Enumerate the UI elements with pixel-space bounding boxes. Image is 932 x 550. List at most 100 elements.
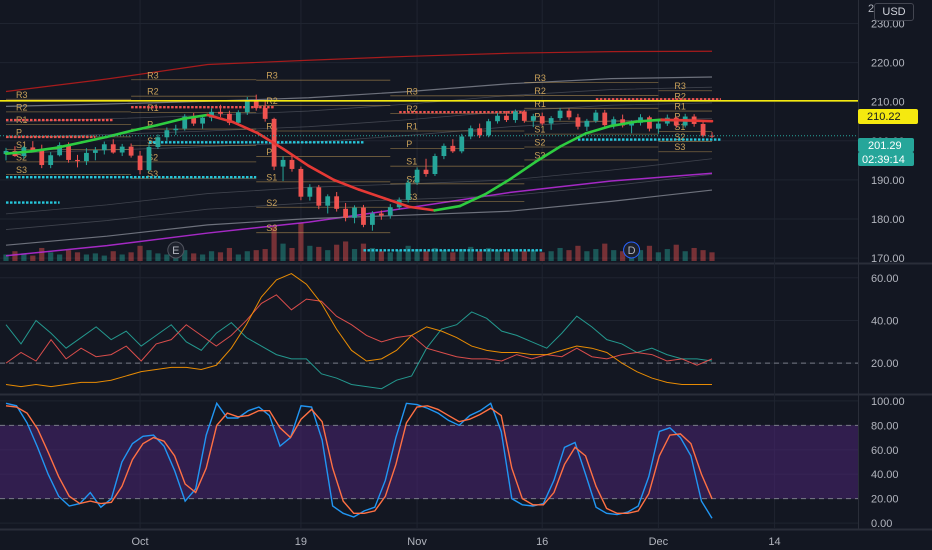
candle-body: [361, 207, 366, 225]
pivot-label: R2: [147, 87, 159, 97]
volume-bar: [584, 251, 590, 261]
volume-bar: [450, 252, 456, 261]
pivot-label: R3: [147, 70, 159, 80]
candle-body: [620, 119, 626, 126]
volume-bar: [521, 251, 527, 261]
price-y-tick-label: 180.00: [871, 214, 905, 226]
volume-bar: [217, 252, 224, 261]
price-y-tick-label: 220.00: [871, 58, 905, 70]
dmi-y-tick-label: 40.00: [871, 315, 899, 327]
x-tick-label: Dec: [649, 536, 669, 548]
candle-body: [521, 111, 527, 121]
volume-bar: [253, 250, 259, 261]
x-tick-label: Oct: [131, 536, 148, 548]
candle-body: [593, 112, 599, 121]
x-tick-label: Nov: [407, 536, 427, 548]
level-tag-bg: [858, 109, 918, 124]
candle-body: [39, 150, 45, 166]
event-marker-circle: [623, 241, 641, 259]
volume-bar: [244, 251, 250, 261]
volume-bar: [65, 250, 72, 261]
candle-body: [146, 147, 152, 171]
last-price-tag-value: 201.29: [868, 140, 902, 152]
volume-bar: [369, 247, 376, 261]
countdown-tag-value: 02:39:14: [862, 154, 905, 166]
x-tick-label: 14: [768, 536, 780, 548]
candle-body: [191, 116, 197, 124]
candle-body: [495, 115, 500, 122]
price-panel[interactable]: R3R2R1PS1S2S3R3R2R1PS1S2S3R3R2R1PS1S2S3R…: [0, 50, 858, 261]
candle-body: [164, 130, 170, 138]
volume-bar: [235, 254, 241, 261]
volume-bar: [21, 253, 27, 261]
pivot-label: S3: [16, 165, 27, 175]
stochastic-panel[interactable]: [0, 401, 858, 519]
volume-bar: [316, 246, 322, 261]
candle-body: [244, 100, 250, 113]
price-y-tick-label: 210.00: [871, 97, 905, 109]
trend-ma-segment: [382, 196, 411, 209]
volume-bar: [432, 247, 438, 261]
candle-body: [289, 159, 295, 169]
pivot-label: S1: [406, 157, 417, 167]
event-marker-label: E: [172, 245, 179, 257]
candle-body: [280, 159, 286, 167]
candle-body: [235, 112, 241, 123]
pivot-label: S1: [16, 140, 27, 150]
volume-bar: [92, 253, 98, 261]
dmi-series-line: [5, 272, 712, 388]
volume-bar: [226, 247, 233, 261]
candle-body: [66, 145, 71, 160]
volume-bar: [575, 245, 581, 261]
volume-bar: [655, 252, 661, 261]
trend-ma-segment: [635, 118, 663, 123]
axes: Oct19Nov16Dec14170.00180.00190.00200.002…: [131, 18, 904, 548]
volume-bar: [48, 252, 54, 261]
volume-bar: [351, 249, 358, 261]
candle-body: [334, 196, 340, 209]
volume-bar: [307, 245, 313, 261]
pivot-label: S2: [406, 174, 417, 184]
trend-ma-segment: [155, 117, 184, 127]
pivot-label: S2: [16, 152, 27, 162]
volume-bar: [271, 226, 277, 261]
volume-bar: [637, 250, 644, 261]
candle-body: [673, 117, 679, 126]
volume-bar: [700, 250, 706, 261]
candle-body: [137, 155, 143, 171]
volume-bar: [110, 251, 116, 261]
candle-body: [459, 136, 465, 152]
candle-body: [253, 100, 259, 108]
stoch-y-tick-label: 100.00: [871, 396, 905, 408]
pivot-label: R3: [16, 90, 28, 100]
volume-bar: [682, 251, 688, 261]
candle-body: [92, 150, 98, 153]
volume-bar: [468, 246, 474, 261]
candle-body: [548, 118, 554, 124]
pivot-label: S1: [674, 122, 685, 132]
currency-unit-badge[interactable]: USD: [874, 3, 914, 21]
pivot-label: S1: [534, 125, 545, 135]
trend-ma-segment: [357, 188, 386, 200]
stoch-y-tick-label: 20.00: [871, 494, 899, 506]
pivot-label: S3: [534, 150, 545, 160]
candle-body: [298, 168, 304, 197]
trend-ma-segment: [559, 132, 588, 148]
price-y-tick-label: 190.00: [871, 175, 905, 187]
pivot-label: S3: [674, 142, 685, 152]
countdown-tag-bg: [858, 152, 914, 166]
volume-bar: [423, 251, 429, 261]
volume-bar: [137, 245, 143, 261]
trend-ma-segment: [55, 141, 83, 150]
dmi-panel[interactable]: [0, 272, 858, 390]
volume-bar: [602, 243, 608, 261]
candle-body: [611, 119, 617, 126]
candle-body: [307, 187, 313, 197]
pivot-label: R3: [534, 73, 546, 83]
volume-bar: [414, 249, 420, 261]
candle-body: [387, 207, 393, 216]
envelope-line: [5, 86, 713, 123]
candle-body: [316, 187, 322, 206]
trend-ma-segment: [80, 135, 109, 144]
